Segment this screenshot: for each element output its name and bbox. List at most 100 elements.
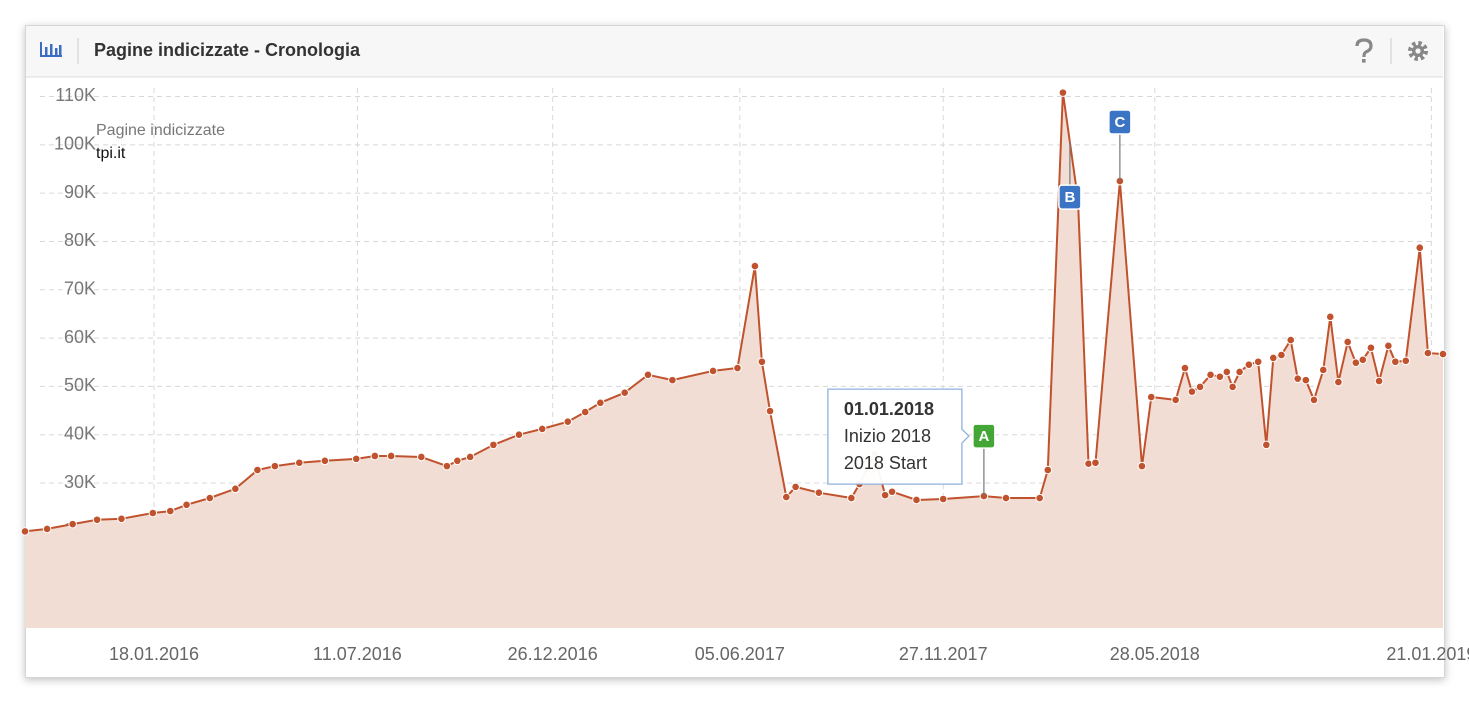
data-point <box>42 524 52 534</box>
flag-box <box>1108 109 1132 135</box>
data-point <box>1293 374 1303 383</box>
data-point <box>320 456 330 466</box>
data-point <box>757 357 767 367</box>
data-point <box>1384 341 1393 351</box>
data-point <box>1277 350 1286 360</box>
data-point <box>563 417 573 426</box>
flag-box <box>1058 184 1082 210</box>
x-tick-label: 28.05.2018 <box>1110 644 1200 664</box>
data-point <box>231 484 240 494</box>
data-point <box>92 515 102 525</box>
data-point <box>1374 376 1384 386</box>
data-point <box>814 488 824 498</box>
data-point <box>1286 335 1296 345</box>
data-point <box>1318 365 1328 375</box>
data-point <box>1180 363 1190 373</box>
data-point <box>620 388 630 397</box>
area-fill <box>25 92 1443 629</box>
data-point <box>782 492 791 502</box>
legend-title: Pagine indicizzate <box>96 122 225 139</box>
y-tick-label: 100K <box>54 134 96 154</box>
data-point <box>1391 357 1400 367</box>
data-point <box>1146 392 1156 402</box>
y-tick-label: 80K <box>64 230 96 250</box>
data-point <box>1195 382 1205 392</box>
data-point <box>205 493 215 503</box>
data-point <box>1325 312 1335 322</box>
data-point <box>253 465 262 475</box>
data-point <box>465 452 475 462</box>
data-point <box>270 461 280 471</box>
data-point <box>386 451 396 461</box>
data-point <box>1206 370 1215 380</box>
data-point <box>1084 459 1093 469</box>
data-point <box>1058 88 1068 97</box>
data-point <box>1262 440 1271 450</box>
tooltip-line: 2018 Start <box>844 453 927 473</box>
x-tick-label: 11.07.2016 <box>313 644 402 664</box>
y-tick-label: 70K <box>64 279 96 299</box>
data-point <box>537 424 547 434</box>
data-point <box>148 508 158 518</box>
plot-area: 10K20K30K40K50K60K70K80K90K100K110K18.01… <box>20 85 1469 664</box>
chart-title: Pagine indicizzate - Cronologia <box>94 40 361 60</box>
legend-entry[interactable]: tpi.it <box>96 145 126 162</box>
data-point <box>1171 395 1180 405</box>
y-tick-label: 60K <box>64 327 96 347</box>
data-point <box>1415 243 1425 253</box>
x-tick-label: 26.12.2016 <box>508 644 598 664</box>
data-point <box>1401 356 1411 366</box>
help-icon[interactable] <box>1355 38 1373 57</box>
tooltip-line: Inizio 2018 <box>844 426 931 446</box>
data-point <box>1269 353 1278 363</box>
settings-icon[interactable] <box>1408 41 1428 61</box>
data-point <box>912 495 921 505</box>
data-point <box>880 490 890 500</box>
data-point <box>1244 360 1254 369</box>
data-point <box>708 366 718 376</box>
data-point <box>847 493 856 503</box>
data-point <box>1228 382 1237 392</box>
data-point <box>295 458 304 468</box>
data-point <box>1001 493 1011 503</box>
chart-icon[interactable] <box>40 42 62 57</box>
data-point <box>182 500 191 510</box>
data-point <box>1035 493 1044 503</box>
y-tick-label: 50K <box>64 375 96 395</box>
data-point <box>68 519 77 529</box>
data-point <box>1301 375 1311 385</box>
tooltip-box <box>827 388 970 485</box>
data-point <box>596 398 605 408</box>
y-tick-label: 30K <box>64 472 96 492</box>
data-point <box>1366 343 1376 353</box>
help-icon-dot <box>1362 59 1366 63</box>
data-point <box>117 514 126 524</box>
data-point <box>1215 372 1225 382</box>
x-tick-label: 18.01.2016 <box>109 644 199 664</box>
data-point <box>351 454 361 464</box>
data-point <box>1043 465 1053 475</box>
x-tick-label: 05.06.2017 <box>695 644 785 664</box>
data-point <box>1334 377 1343 387</box>
data-point <box>1137 461 1147 471</box>
data-point <box>20 527 30 536</box>
x-tick-label: 27.11.2017 <box>899 644 988 664</box>
data-point <box>1253 357 1263 367</box>
data-point <box>417 452 426 462</box>
data-point <box>1343 337 1352 347</box>
data-point <box>1358 355 1368 365</box>
data-point <box>733 363 742 373</box>
data-point <box>938 494 948 504</box>
data-point <box>887 487 897 497</box>
y-tick-label: 90K <box>64 182 96 202</box>
data-point <box>1091 458 1100 468</box>
data-point <box>453 456 462 466</box>
data-point <box>765 406 775 416</box>
data-point <box>643 370 653 380</box>
data-point <box>791 482 800 492</box>
flag-label: A <box>978 428 989 445</box>
data-point <box>580 407 590 417</box>
flag-label: B <box>1064 189 1075 206</box>
data-point <box>165 506 175 516</box>
